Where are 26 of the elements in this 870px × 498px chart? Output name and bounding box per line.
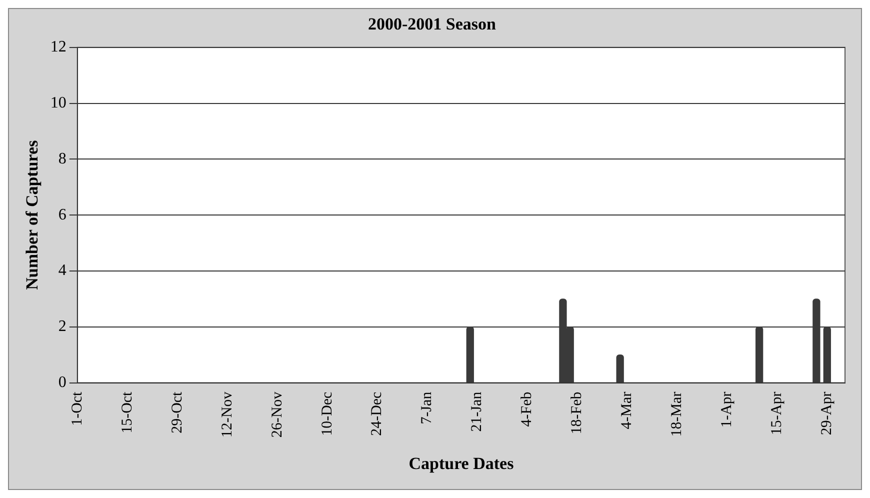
x-tick-label: 15-Apr [769, 392, 786, 436]
y-tick-label: 0 [58, 374, 66, 391]
chart-title: 2000-2001 Season [368, 14, 497, 34]
x-tick-label: 7-Jan [419, 391, 436, 424]
x-tick-label: 18-Feb [569, 392, 586, 434]
x-tick-label: 1-Oct [69, 390, 86, 426]
x-tick-label: 12-Nov [219, 391, 236, 438]
y-axis-title: Number of Captures [22, 140, 42, 290]
x-tick-label: 29-Oct [169, 390, 186, 434]
x-tick-label: 1-Apr [719, 392, 736, 428]
y-tick-label: 2 [58, 318, 66, 336]
x-tick-label: 15-Oct [119, 390, 136, 434]
x-tick-label: 24-Dec [369, 391, 386, 436]
y-tick-label: 12 [50, 38, 66, 56]
x-tick-label: 4-Feb [519, 392, 536, 427]
y-tick-label: 4 [58, 262, 66, 280]
x-tick-label: 21-Jan [469, 391, 486, 432]
y-tick-label: 8 [58, 150, 66, 168]
x-axis-title: Capture Dates [408, 454, 514, 474]
x-tick-label: 4-Mar [619, 392, 636, 430]
y-tick-label: 10 [50, 94, 66, 112]
x-tick-label: 26-Nov [269, 391, 286, 438]
x-tick-label: 29-Apr [819, 392, 836, 436]
x-tick-label: 18-Mar [669, 392, 686, 437]
y-tick-label: 6 [58, 206, 66, 224]
x-tick-label: 10-Dec [319, 391, 336, 436]
